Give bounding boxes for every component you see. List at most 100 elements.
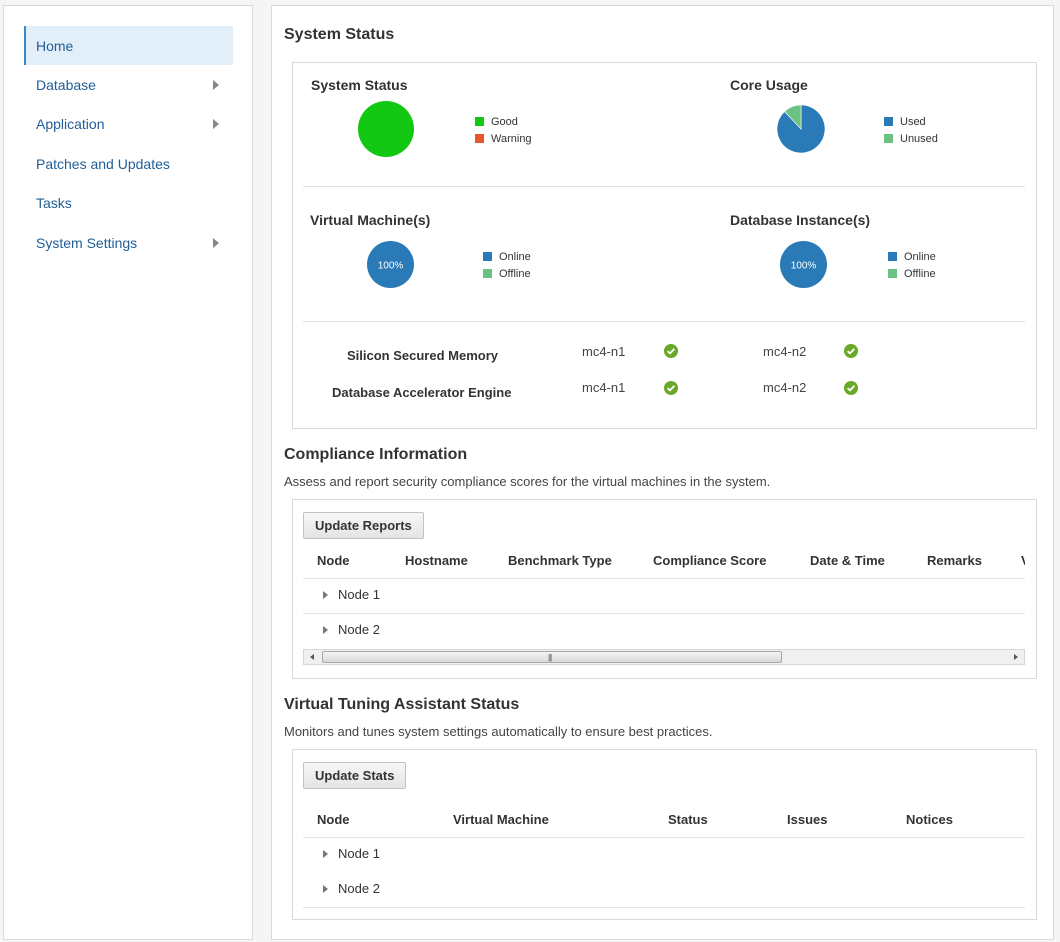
column-header-notices[interactable]: Notices <box>906 812 953 827</box>
chevron-right-icon <box>213 119 219 130</box>
table-row-divider <box>303 613 1025 614</box>
chevron-right-icon <box>213 237 219 248</box>
legend-swatch <box>483 252 492 261</box>
column-header-benchmark-type[interactable]: Benchmark Type <box>508 553 612 568</box>
feature-node-name: mc4-n2 <box>763 344 807 359</box>
feature-label-silicon-secured-memory: Silicon Secured Memory <box>347 348 498 363</box>
sidebar-item-tasks[interactable]: Tasks <box>24 184 233 223</box>
legend-item-warning: Warning <box>475 130 532 147</box>
main-content: System Status System Status Good Warning… <box>271 5 1054 940</box>
feature-node-name: mc4-n1 <box>582 380 626 395</box>
row-label: Node 1 <box>338 846 380 861</box>
table-row-divider <box>303 837 1025 838</box>
sidebar-item-label: Database <box>36 77 96 94</box>
legend-item-used: Used <box>884 113 938 130</box>
check-circle-icon <box>844 381 858 395</box>
update-stats-button[interactable]: Update Stats <box>303 762 407 789</box>
column-header-virtual-machine[interactable]: Virtual Machine <box>453 812 549 827</box>
check-circle-icon <box>664 381 678 395</box>
column-header-issues[interactable]: Issues <box>787 812 828 827</box>
pie-slice-online <box>780 241 827 288</box>
expand-arrow-icon[interactable] <box>323 590 328 599</box>
sidebar-item-label: Tasks <box>36 195 72 212</box>
check-circle-icon <box>844 344 858 358</box>
legend-item-good: Good <box>475 113 532 130</box>
sidebar-item-application[interactable]: Application <box>24 105 233 144</box>
scroll-right-icon[interactable] <box>1014 654 1018 660</box>
feature-node-name: mc4-n1 <box>582 344 626 359</box>
chart-title-virtual-machines: Virtual Machine(s) <box>310 212 431 228</box>
legend-label: Good <box>491 115 518 128</box>
legend-item-online: Online <box>888 248 936 265</box>
sidebar-item-database[interactable]: Database <box>24 65 233 104</box>
column-header-remarks[interactable]: Remarks <box>927 553 982 568</box>
scrollbar-grip-icon: ||| <box>548 653 552 662</box>
sidebar: Home Database Application Patches and Up… <box>3 5 253 940</box>
row-label: Node 2 <box>338 622 380 637</box>
tuning-description: Monitors and tunes system settings autom… <box>284 724 713 739</box>
column-header-status[interactable]: Status <box>668 812 708 827</box>
column-header-compliance-score[interactable]: Compliance Score <box>653 553 767 568</box>
legend-swatch <box>475 134 484 143</box>
legend-label: Online <box>499 250 531 263</box>
system-status-pie-chart <box>358 101 414 157</box>
compliance-panel: Update Reports Node Hostname Benchmark T… <box>292 499 1037 679</box>
table-row-node-2[interactable]: Node 2 <box>323 881 380 896</box>
legend-swatch <box>888 269 897 278</box>
column-header-date-time[interactable]: Date & Time <box>810 553 885 568</box>
system-status-legend: Good Warning <box>475 113 532 147</box>
chevron-right-icon <box>213 80 219 91</box>
legend-swatch <box>888 252 897 261</box>
chart-title-core-usage: Core Usage <box>730 77 808 93</box>
legend-swatch <box>483 269 492 278</box>
table-row-node-1[interactable]: Node 1 <box>323 846 380 861</box>
pie-slice-unused <box>784 105 802 130</box>
virtual-machines-legend: Online Offline <box>483 248 531 282</box>
compliance-heading: Compliance Information <box>284 446 468 463</box>
sidebar-item-home[interactable]: Home <box>24 26 233 66</box>
column-header-truncated[interactable]: V <box>1021 553 1025 568</box>
horizontal-scrollbar[interactable]: ||| <box>303 649 1025 665</box>
chart-title-system-status: System Status <box>311 77 408 93</box>
pie-center-label: 100% <box>791 261 817 272</box>
database-instances-legend: Online Offline <box>888 248 936 282</box>
sidebar-item-system-settings[interactable]: System Settings <box>24 223 233 262</box>
sidebar-item-label: Patches and Updates <box>36 155 170 172</box>
expand-arrow-icon[interactable] <box>323 884 328 893</box>
tuning-panel: Update Stats Node Virtual Machine Status… <box>292 749 1037 920</box>
table-row-node-2[interactable]: Node 2 <box>323 622 380 637</box>
pie-slice-good <box>358 101 414 157</box>
pie-center-label: 100% <box>378 261 404 272</box>
column-header-node[interactable]: Node <box>317 553 350 568</box>
scrollbar-thumb[interactable]: ||| <box>322 651 782 663</box>
tuning-heading: Virtual Tuning Assistant Status <box>284 696 520 713</box>
table-row-divider <box>303 578 1025 579</box>
legend-item-online: Online <box>483 248 531 265</box>
core-usage-legend: Used Unused <box>884 113 938 147</box>
legend-swatch <box>884 134 893 143</box>
legend-label: Used <box>900 115 926 128</box>
sidebar-item-label: Application <box>36 116 105 133</box>
legend-label: Online <box>904 250 936 263</box>
table-row-divider <box>303 907 1025 908</box>
chart-title-database-instances: Database Instance(s) <box>730 212 871 228</box>
column-header-hostname[interactable]: Hostname <box>405 553 468 568</box>
legend-swatch <box>884 117 893 126</box>
scroll-left-icon[interactable] <box>310 654 314 660</box>
legend-label: Offline <box>904 267 936 280</box>
table-row-node-1[interactable]: Node 1 <box>323 587 380 602</box>
sidebar-item-label: System Settings <box>36 234 138 251</box>
section-divider <box>303 186 1025 187</box>
legend-item-offline: Offline <box>888 265 936 282</box>
update-reports-button[interactable]: Update Reports <box>303 512 424 539</box>
expand-arrow-icon[interactable] <box>323 849 328 858</box>
legend-swatch <box>475 117 484 126</box>
row-label: Node 1 <box>338 587 380 602</box>
sidebar-item-patches-and-updates[interactable]: Patches and Updates <box>24 144 233 183</box>
legend-label: Warning <box>491 132 532 145</box>
system-status-panel: System Status Good Warning Core Usage Us… <box>292 62 1037 429</box>
legend-item-offline: Offline <box>483 265 531 282</box>
column-header-node[interactable]: Node <box>317 812 350 827</box>
expand-arrow-icon[interactable] <box>323 625 328 634</box>
section-divider <box>303 321 1025 322</box>
